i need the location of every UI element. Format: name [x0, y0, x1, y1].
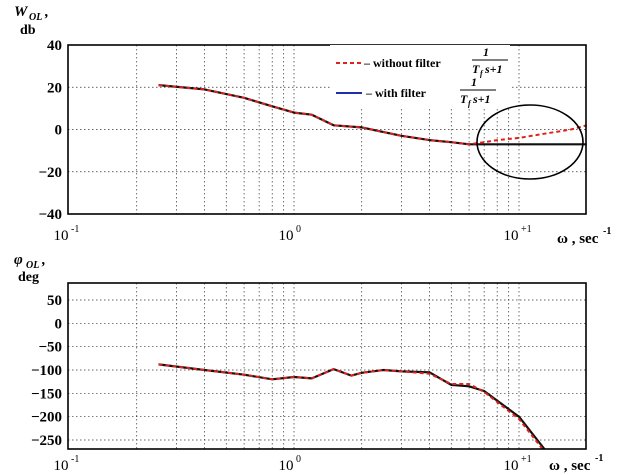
series-line-without-filter: [158, 84, 587, 146]
legend-den-T-without-filter: T: [472, 62, 480, 76]
phase-xlabel-text: ω , sec: [549, 458, 591, 474]
y-tick-label: −250: [31, 433, 62, 449]
phase-xlabel: ω , sec -1: [549, 453, 603, 474]
magnitude-series: [158, 84, 587, 146]
magnitude-frame: [67, 44, 587, 215]
legend-den-T-with-filter: T: [460, 92, 468, 106]
y-tick-label: −40: [38, 207, 62, 223]
y-tick-label: 0: [55, 316, 63, 332]
legend-den-rest-with-filter: s+1: [472, 92, 491, 106]
magnitude-y-ticks: 40 20 0 −20 −40: [38, 38, 62, 223]
legend-den-sub-with-filter: f: [468, 99, 472, 108]
x-tick-label: 10: [279, 228, 294, 244]
legend-den-rest-without-filter: s+1: [484, 62, 503, 76]
legend-label-without-filter: – without filter: [363, 56, 441, 70]
legend: – without filter 1 T f s+1 – with filter…: [330, 45, 510, 108]
highlight-ellipse: [476, 104, 584, 180]
legend-label-with-filter: – with filter: [365, 86, 427, 100]
magnitude-ylabel: W OL , db: [14, 4, 49, 38]
legend-numerator-without-filter: 1: [483, 45, 489, 59]
y-tick-label: 20: [47, 80, 62, 96]
phase-grid: [68, 283, 586, 449]
phase-y-ticks: 50 0 −50 −100 −150 −200 −250: [31, 293, 62, 449]
y-tick-label: 40: [47, 38, 62, 54]
x-tick-label: 10: [504, 228, 519, 244]
y-tick-label: 50: [47, 293, 62, 309]
x-tick-exponent: 0: [296, 454, 301, 465]
series-line-with-filter: [158, 363, 546, 449]
series-line-without-filter: [158, 363, 544, 449]
x-tick-label: 10: [54, 228, 69, 244]
phase-unit: deg: [18, 270, 39, 285]
magnitude-symbol: W: [14, 4, 29, 20]
y-tick-label: −100: [31, 363, 62, 379]
y-tick-label: −150: [31, 386, 62, 402]
phase-series: [158, 363, 546, 449]
phase-ylabel: φ OL , deg: [14, 252, 46, 285]
svg-text:,: ,: [41, 252, 46, 268]
x-tick-exponent: -1: [71, 224, 79, 235]
x-tick-exponent: +1: [521, 454, 532, 465]
legend-numerator-with-filter: 1: [471, 75, 477, 89]
y-tick-label: −200: [31, 410, 62, 426]
x-tick-exponent: -1: [71, 454, 79, 465]
phase-symbol: φ: [14, 252, 23, 268]
phase-panel: φ OL , deg 500−50−100−150−200−250 10 -1 10…: [14, 252, 603, 474]
y-tick-label: −50: [38, 340, 62, 356]
y-tick-label: 0: [55, 123, 63, 139]
magnitude-x-ticks: 10 -1 10 0 10 +1: [54, 224, 532, 244]
magnitude-subscript: OL: [29, 12, 42, 23]
x-tick-label: 10: [504, 458, 519, 474]
magnitude-xlabel: ω , sec -1: [557, 226, 611, 247]
x-tick-exponent: +1: [521, 224, 532, 235]
phase-subscript: OL: [26, 260, 39, 271]
phase-frame: [67, 282, 587, 450]
phase-xlabel-sup: -1: [595, 453, 603, 464]
series-line-with-filter: [158, 84, 587, 146]
magnitude-xlabel-text: ω , sec: [557, 231, 599, 247]
magnitude-unit: db: [20, 23, 36, 38]
x-tick-label: 10: [54, 458, 69, 474]
y-tick-label: −20: [38, 165, 62, 181]
x-tick-label: 10: [279, 458, 294, 474]
magnitude-xlabel-sup: -1: [603, 226, 611, 237]
legend-den-sub-without-filter: f: [480, 69, 484, 78]
x-tick-exponent: 0: [296, 224, 301, 235]
phase-x-ticks: 10 -1 10 0 10 +1: [54, 454, 532, 474]
svg-text:,: ,: [44, 4, 49, 20]
